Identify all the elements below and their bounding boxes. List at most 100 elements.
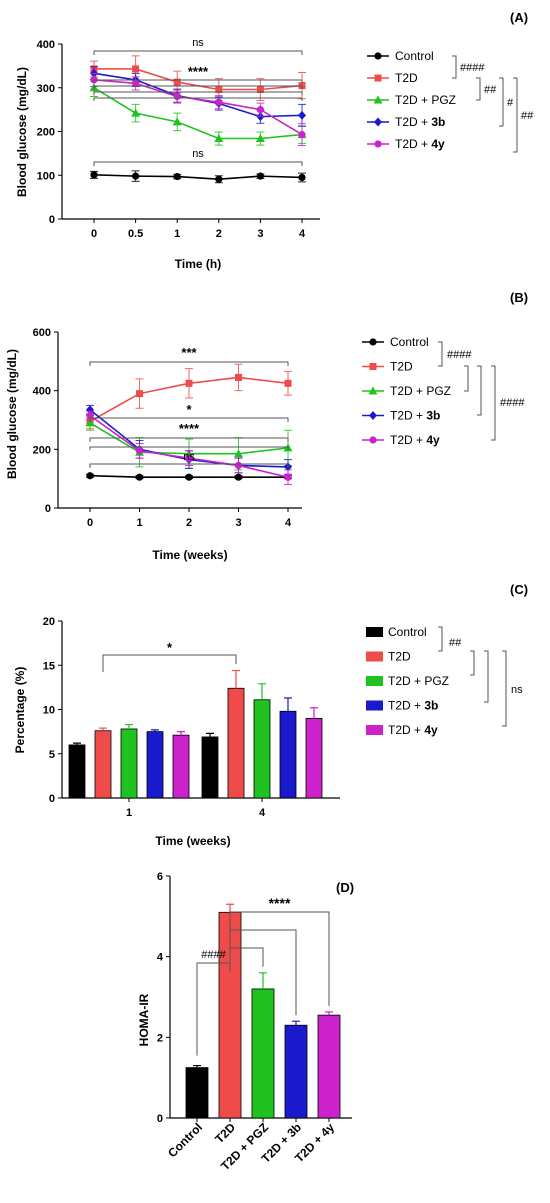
panel-a-legend-label-compound: 3b [431, 115, 445, 129]
panel-a-point-t2d-3b [298, 110, 306, 120]
panel-d-y-tick-label: 4 [157, 952, 164, 964]
panel-a-annotation-stars: **** [188, 64, 209, 79]
panel-b-legend-marker-t2d-4y [369, 436, 377, 444]
panel-d-bracket-vs-4y [229, 911, 330, 1006]
panel-c-error-bar-t2d [99, 727, 107, 731]
panel-b-point-t2d-4y [135, 447, 144, 455]
panel-c-legend-label-prefix: T2D + [388, 723, 424, 737]
panel-d-error-bar-t2d-3b [292, 1020, 300, 1026]
panel-c-bar-t2d-3b [146, 731, 164, 799]
panel-a-legend-label-compound: 4y [431, 137, 445, 151]
panel-c-legend-label-t2d-pgz: T2D + PGZ [388, 674, 449, 688]
panel-c-plot: 0 5 10 15 20 1 4 * [43, 616, 340, 819]
panel-a-label: (A) [510, 10, 528, 25]
panel-c-y-tick-label: 20 [43, 616, 55, 628]
panel-c-legend-label-t2d-4y: T2D + 4y [388, 723, 438, 737]
panel-c-error-bar-t2d-pgz [125, 723, 133, 729]
panel-b-bracket-quad [89, 437, 289, 442]
panel-d-bracket-vs-3b [230, 929, 297, 1016]
panel-b-point-t2d [235, 373, 242, 381]
panel-c-legend-label-compound: 4y [424, 723, 438, 737]
panel-a-y-tick-label: 200 [37, 127, 55, 139]
panel-b-y-axis-label: Blood glucose (mg/dL) [5, 349, 19, 479]
panel-b-y-tick-label: 0 [45, 503, 51, 515]
panel-a-legend-marker-t2d-pgz [373, 95, 383, 104]
panel-c-x-axis-label: Time (weeks) [155, 834, 230, 848]
panel-b-x-tick-label: 3 [235, 517, 241, 529]
panel-a-point-control [298, 173, 306, 182]
panel-c-bar-t2d-4y [305, 717, 323, 799]
panel-a-legend-label-t2d-4y: T2D + 4y [395, 137, 445, 151]
panel-d-y-tick-label: 6 [157, 871, 163, 883]
panel-c-y-tick-label: 15 [43, 660, 55, 672]
panel-b-legend-sig-2: #### [500, 397, 525, 409]
panel-a-x-tick-label: 0.5 [128, 228, 143, 240]
panel-b-x-axis-label: Time (weeks) [152, 548, 227, 562]
panel-a-y-axis-label: Blood glucose (mg/dL) [15, 67, 29, 197]
panel-c-error-bar-t2d-pgz [258, 683, 266, 700]
panel-b-annotation-stars-4: **** [179, 421, 200, 436]
panel-a-y-tick-label: 100 [37, 170, 55, 182]
panel-b-annotation-star-1: * [186, 402, 192, 417]
panel-b-legend-label-t2d: T2D [390, 360, 413, 374]
panel-d-error-bar-t2d-pgz [259, 972, 267, 989]
panel-b-legend-bracket-1 [438, 341, 443, 367]
panel-c-legend-bracket-3 [484, 650, 489, 703]
panel-a-legend-sig-4: ## [521, 110, 534, 122]
panel-d-bar-t2d-4y [317, 1014, 341, 1119]
panel-b-legend-label-compound: 4y [426, 433, 440, 447]
panel-a-legend-marker-t2d-4y [374, 140, 382, 148]
panel-a-point-t2d-pgz [255, 134, 265, 142]
panel-a-point-control [132, 172, 140, 180]
panel-b-point-t2d-4y [185, 454, 193, 462]
panel-a-annotation-ns-bottom: ns [192, 148, 204, 160]
panel-b-annotation-ns: ns [183, 451, 195, 463]
panel-c-legend-bracket-1 [438, 626, 443, 652]
panel-b-x-tick-label: 2 [186, 517, 192, 529]
panel-b-point-control [135, 473, 144, 481]
panel-b-point-t2d-3b [86, 405, 94, 415]
panel-a-legend-sig-1: #### [460, 62, 485, 74]
panel-b-point-t2d-pgz [234, 449, 243, 458]
panel-a-point-t2d-4y [256, 106, 264, 114]
panel-c-bracket-significance [102, 654, 237, 672]
panel-c-error-bar-t2d-3b [284, 697, 292, 712]
panel-b-point-t2d-4y [234, 461, 243, 470]
panel-a-legend-label-prefix: T2D + [395, 137, 431, 151]
panel-d-bar-t2d-3b [284, 1024, 308, 1119]
panel-a-legend-marker-t2d [374, 74, 382, 82]
panel-d-bracket-vs-pgz [230, 947, 264, 967]
panel-c-error-bar-t2d-4y [177, 731, 185, 736]
panel-b-label: (B) [510, 290, 528, 305]
panel-c-legend-swatch-control [366, 627, 383, 637]
panel-b-legend-bracket-4 [491, 365, 496, 441]
panel-a-legend-sig-3: # [507, 97, 514, 109]
panel-c-legend-label-t2d-3b: T2D + 3b [388, 699, 438, 713]
panel-a-point-t2d-4y [215, 98, 223, 106]
panel-c-y-tick-label: 10 [43, 705, 55, 717]
panel-a-legend-bracket-3 [499, 77, 504, 127]
panel-b-legend-sig-1: #### [447, 349, 472, 361]
panel-c-bar-control [201, 736, 219, 799]
panel-c-y-axis-label: Percentage (%) [13, 667, 27, 754]
panel-b-legend-bracket-3 [477, 365, 482, 416]
panel-a-point-t2d-pgz [214, 134, 224, 142]
panel-a-x-tick-label: 1 [174, 228, 180, 240]
panel-b-point-control [234, 473, 243, 481]
panel-c-legend-label-prefix: T2D + [388, 699, 424, 713]
panel-c-bar-t2d [94, 730, 112, 799]
panel-b-legend-label-t2d-pgz: T2D + PGZ [390, 384, 451, 398]
panel-a-x-axis-label: Time (h) [175, 257, 221, 271]
panel-c-legend-sig-1: ## [449, 637, 462, 649]
panel-a-annotation-ns-top: ns [192, 37, 204, 49]
panel-b-legend-label-prefix: T2D + [390, 433, 426, 447]
panel-b-point-t2d [284, 379, 292, 387]
panel-c-error-bar-t2d-3b [151, 729, 159, 732]
panel-a-point-t2d-pgz [131, 108, 141, 117]
panel-c-legend-label-t2d: T2D [388, 650, 411, 664]
panel-d-error-bar-t2d [226, 903, 234, 913]
